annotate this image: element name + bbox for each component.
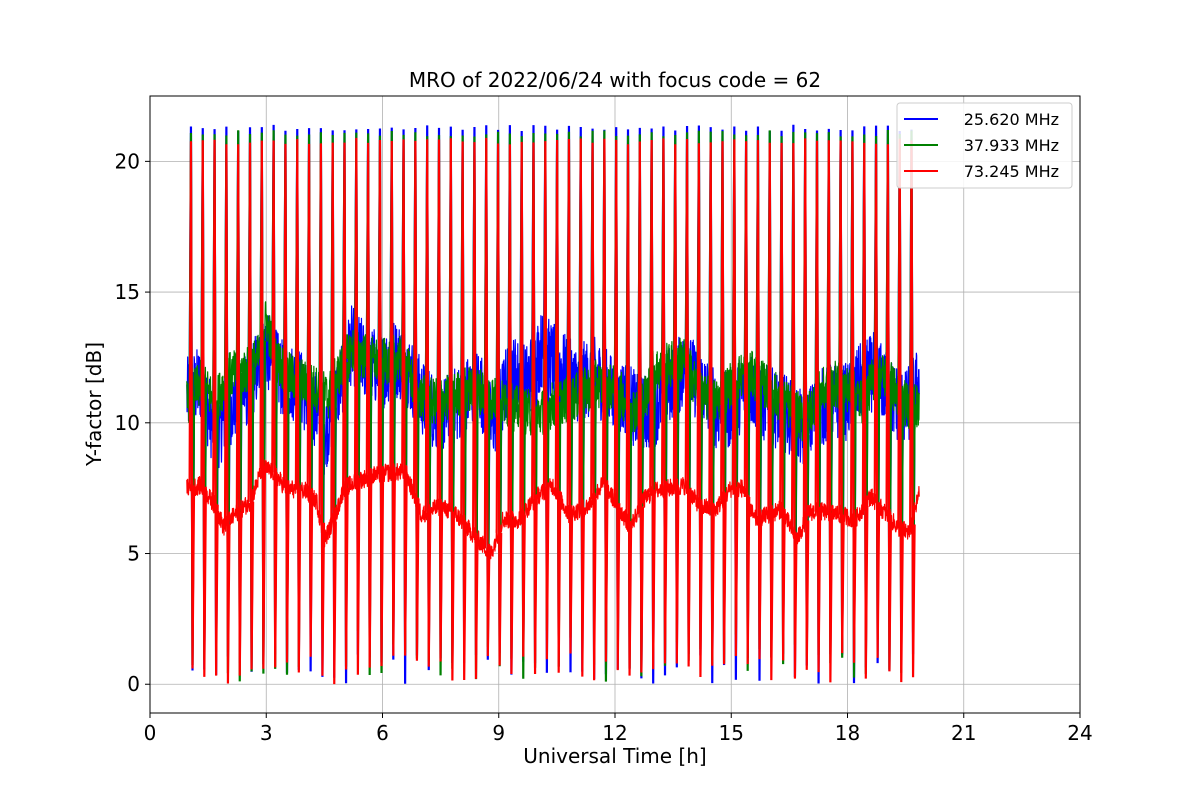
series-layer bbox=[186, 124, 920, 685]
calibration-pulse bbox=[849, 141, 857, 663]
calibration-pulse bbox=[306, 143, 314, 657]
x-tick-label: 21 bbox=[951, 721, 976, 745]
calibration-pulse bbox=[861, 142, 869, 679]
calibration-pulse bbox=[377, 139, 385, 667]
x-axis-label: Universal Time [h] bbox=[523, 744, 706, 768]
series-2 bbox=[186, 137, 920, 685]
legend-label: 37.933 MHz bbox=[964, 136, 1059, 155]
calibration-pulse bbox=[282, 143, 290, 663]
calibration-pulse bbox=[495, 143, 503, 666]
calibration-pulse bbox=[212, 139, 219, 676]
calibration-pulse bbox=[566, 138, 574, 654]
x-tick-label: 18 bbox=[835, 721, 860, 745]
chart-title: MRO of 2022/06/24 with focus code = 62 bbox=[409, 68, 821, 92]
calibration-pulse bbox=[330, 142, 337, 685]
calibration-pulse bbox=[873, 143, 881, 658]
calibration-pulse bbox=[342, 142, 349, 670]
calibration-pulse bbox=[483, 137, 491, 657]
calibration-pulse bbox=[743, 141, 751, 665]
calibration-pulse bbox=[826, 140, 834, 683]
calibration-pulse bbox=[590, 142, 597, 681]
calibration-pulse bbox=[779, 142, 786, 661]
calibration-pulse bbox=[684, 139, 692, 667]
calibration-pulse bbox=[897, 138, 904, 683]
calibration-pulse bbox=[755, 140, 763, 660]
calibration-pulse bbox=[271, 140, 278, 668]
x-tick-label: 0 bbox=[144, 721, 157, 745]
calibration-pulse bbox=[259, 140, 267, 669]
x-tick-label: 15 bbox=[719, 721, 744, 745]
calibration-pulse bbox=[235, 144, 243, 676]
calibration-pulse bbox=[223, 144, 231, 684]
calibration-pulse bbox=[353, 137, 361, 675]
calibration-pulse bbox=[401, 139, 408, 656]
calibration-pulse bbox=[365, 142, 373, 668]
calibration-pulse bbox=[731, 139, 739, 657]
calibration-pulse bbox=[625, 144, 633, 676]
calibration-pulse bbox=[767, 142, 774, 681]
x-axis-ticks: 0 3 6 9 12 15 18 21 24 bbox=[144, 713, 1093, 745]
y-tick-label: 10 bbox=[115, 411, 140, 435]
legend: 25.620 MHz 37.933 MHz 73.245 MHz bbox=[896, 102, 1073, 189]
calibration-pulse bbox=[554, 139, 562, 673]
legend-frame bbox=[896, 102, 1073, 189]
x-tick-label: 9 bbox=[492, 721, 505, 745]
calibration-pulse bbox=[601, 138, 609, 662]
calibration-pulse bbox=[436, 139, 444, 662]
calibration-pulse bbox=[412, 140, 420, 661]
calibration-pulse bbox=[814, 140, 822, 673]
calibration-pulse bbox=[460, 141, 467, 681]
calibration-pulse bbox=[720, 141, 727, 665]
calibration-pulse bbox=[424, 139, 432, 667]
calibration-pulse bbox=[708, 142, 715, 666]
calibration-pulse bbox=[885, 144, 893, 672]
legend-label: 73.245 MHz bbox=[964, 162, 1059, 181]
calibration-pulse bbox=[660, 138, 668, 664]
y-axis-ticks: 0 5 10 15 20 bbox=[115, 149, 150, 696]
calibration-pulse bbox=[542, 141, 550, 660]
calibration-pulse bbox=[507, 144, 515, 675]
y-tick-label: 5 bbox=[127, 542, 140, 566]
calibration-pulse bbox=[909, 140, 916, 678]
calibration-pulse bbox=[672, 144, 680, 664]
y-tick-label: 20 bbox=[115, 149, 140, 173]
calibration-pulse bbox=[649, 140, 656, 670]
calibration-pulse bbox=[294, 139, 302, 673]
calibration-pulse bbox=[531, 142, 538, 674]
calibration-pulse bbox=[200, 140, 207, 677]
legend-label: 25.620 MHz bbox=[964, 110, 1059, 129]
y-tick-label: 15 bbox=[115, 280, 140, 304]
calibration-pulse bbox=[247, 142, 255, 670]
x-tick-label: 6 bbox=[376, 721, 389, 745]
x-tick-label: 3 bbox=[260, 721, 273, 745]
calibration-pulse bbox=[838, 140, 845, 654]
x-tick-label: 24 bbox=[1067, 721, 1092, 745]
y-tick-label: 0 bbox=[127, 672, 140, 696]
calibration-pulse bbox=[790, 143, 798, 679]
calibration-pulse bbox=[448, 138, 456, 681]
calibration-pulse bbox=[471, 142, 479, 679]
x-tick-label: 12 bbox=[602, 721, 627, 745]
calibration-pulse bbox=[637, 141, 645, 673]
y-axis-label: Y-factor [dB] bbox=[82, 342, 106, 467]
calibration-pulse bbox=[519, 141, 526, 657]
calibration-pulse bbox=[802, 138, 810, 670]
calibration-pulse bbox=[613, 139, 621, 671]
calibration-pulse bbox=[696, 143, 704, 677]
calibration-pulse bbox=[188, 141, 196, 669]
calibration-pulse bbox=[318, 143, 326, 676]
calibration-pulse bbox=[578, 138, 585, 677]
calibration-pulse bbox=[389, 141, 396, 656]
